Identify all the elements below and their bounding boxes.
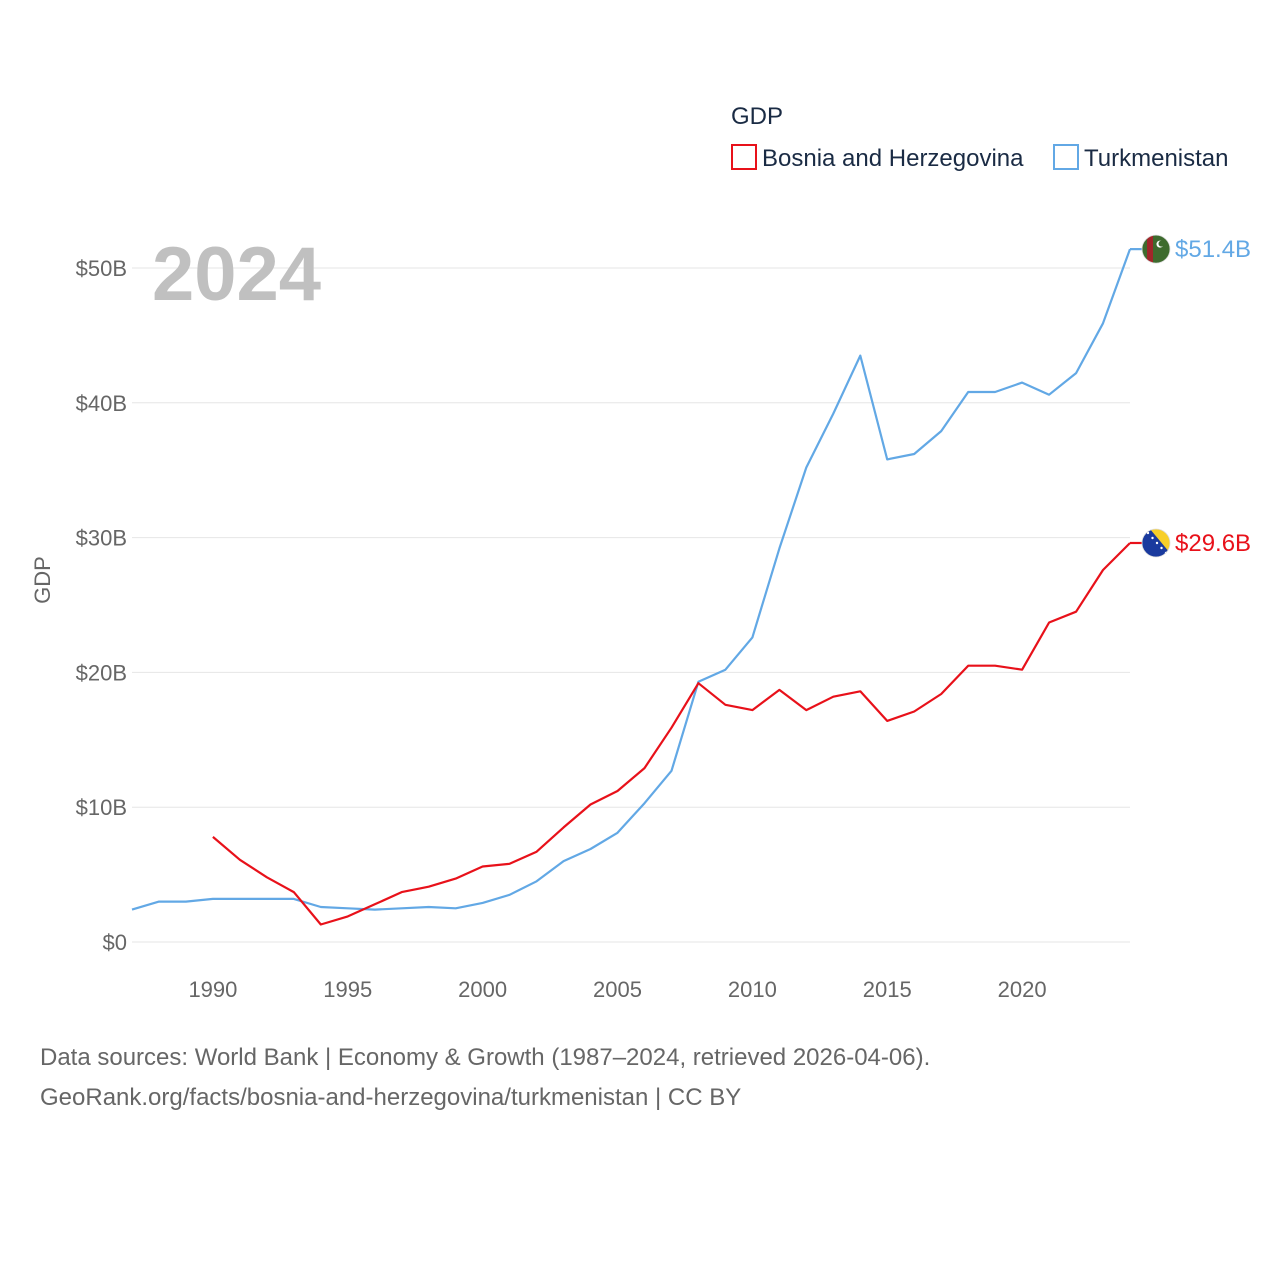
y-axis-ticks: $0 $10B $20B $30B $40B $50B (76, 256, 127, 955)
legend-item-turkmenistan[interactable]: Turkmenistan (1053, 144, 1229, 172)
x-tick-label-1990: 1990 (188, 977, 237, 1002)
bosnia-flag-icon (1142, 528, 1170, 557)
y-tick-label-0: $0 (103, 930, 127, 955)
series-lines (131, 248, 1132, 926)
legend: GDP Bosnia and Herzegovina Turkmenistan (731, 103, 1229, 172)
x-tick-label-2020: 2020 (998, 977, 1047, 1002)
year-label: 2024 (152, 232, 321, 317)
x-axis-ticks: 1990 1995 2000 2005 2010 2015 2020 (188, 977, 1046, 1002)
series-end-markers: $51.4B $29.6B (1130, 234, 1251, 558)
footer-sources: Data sources: World Bank | Economy & Gro… (40, 1044, 931, 1071)
legend-title: GDP (731, 103, 783, 130)
grid-lines (132, 267, 1130, 943)
x-tick-label-1995: 1995 (323, 977, 372, 1002)
gdp-line-chart: $0 $10B $20B $30B $40B $50B 1990 1995 2000 2005 2… (30, 103, 1251, 1002)
legend-swatch-bosnia (731, 144, 757, 170)
y-tick-label-40: $40B (76, 391, 127, 416)
turkmenistan-flag-icon (1142, 235, 1170, 264)
legend-item-bosnia[interactable]: Bosnia and Herzegovina (731, 144, 1024, 172)
y-tick-label-50: $50B (76, 256, 127, 281)
y-tick-label-20: $20B (76, 660, 127, 685)
end-value-label-bosnia: $29.6B (1175, 530, 1251, 557)
series-line-bosnia[interactable] (212, 542, 1131, 926)
y-axis-title: GDP (30, 556, 55, 604)
x-tick-label-2010: 2010 (728, 977, 777, 1002)
end-value-label-turkmenistan: $51.4B (1175, 236, 1251, 263)
x-tick-label-2000: 2000 (458, 977, 507, 1002)
series-line-turkmenistan[interactable] (131, 248, 1132, 911)
x-tick-label-2015: 2015 (863, 977, 912, 1002)
y-tick-label-10: $10B (76, 795, 127, 820)
legend-label-turkmenistan: Turkmenistan (1084, 145, 1229, 172)
y-tick-label-30: $30B (76, 526, 127, 551)
legend-label-bosnia: Bosnia and Herzegovina (762, 145, 1024, 172)
x-tick-label-2005: 2005 (593, 977, 642, 1002)
footer-url[interactable]: GeoRank.org/facts/bosnia-and-herzegovina… (40, 1084, 742, 1111)
legend-swatch-turkmenistan (1053, 144, 1079, 170)
